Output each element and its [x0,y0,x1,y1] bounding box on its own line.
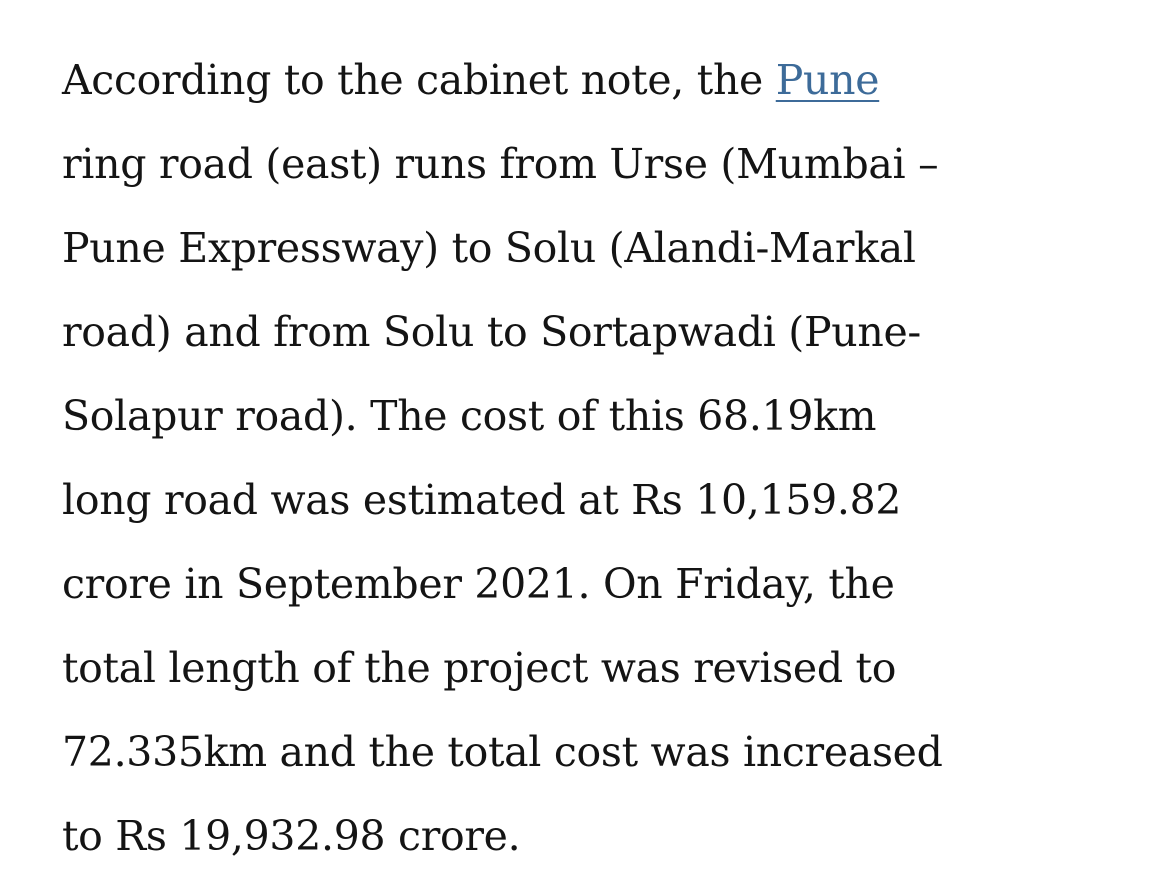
text-line: 72.335km and the total cost was increase… [62,728,943,776]
text-line: total length of the project was revised … [62,644,897,692]
text-line: ring road (east) runs from Urse (Mumbai … [62,140,939,188]
text-line: Solapur road). The cost of this 68.19km [62,392,877,440]
link[interactable]: Pune [775,56,880,104]
text-line: road) and from Solu to Sortapwadi (Pune- [62,308,921,356]
text-line: crore in September 2021. On Friday, the [62,560,895,608]
text-line: Pune Expressway) to Solu (Alandi-Markal [62,224,916,272]
text-line: long road was estimated at Rs 10,159.82 [62,476,902,524]
text: According to the cabinet note, the [62,56,776,104]
text-line: to Rs 19,932.98 crore. [62,812,521,860]
text-line: According to the cabinet note, the Pune [62,38,1169,122]
